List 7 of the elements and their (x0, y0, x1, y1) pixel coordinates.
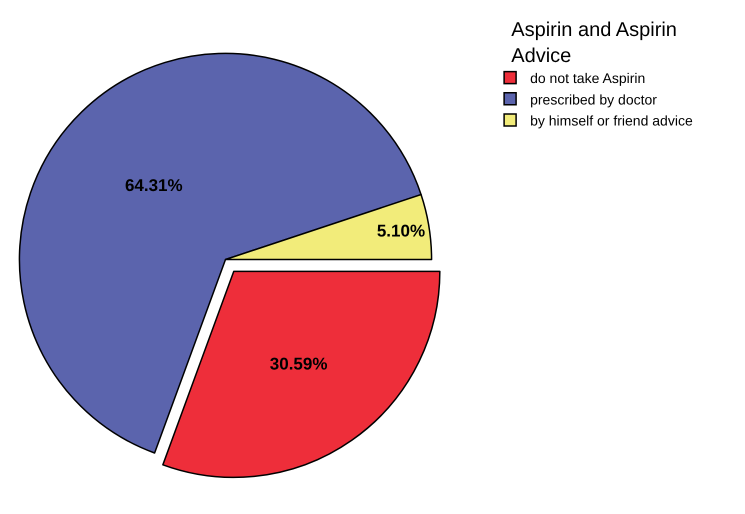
data-label: 64.31% (124, 176, 183, 196)
legend-label: do not take Aspirin (530, 70, 646, 86)
legend-label: by himself or friend advice (530, 112, 693, 128)
data-label: 30.59% (270, 354, 328, 374)
legend-title: Aspirin and Aspirin Advice (511, 19, 677, 67)
data-label: 5.10% (376, 222, 426, 241)
legend-label: prescribed by doctor (530, 91, 658, 108)
